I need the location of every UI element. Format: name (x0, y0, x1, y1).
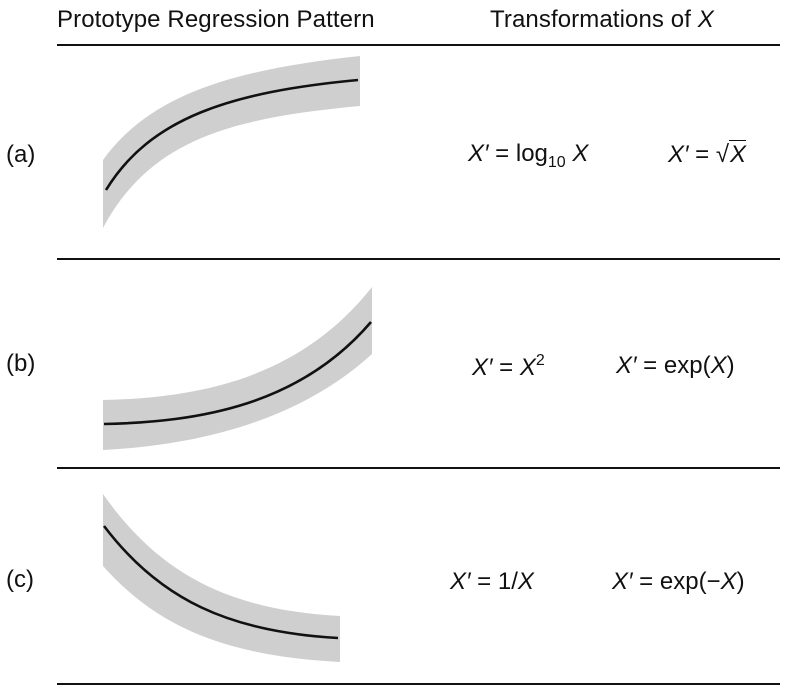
eq-b1-lhs: X′ (472, 354, 493, 381)
eq-a1-lhs: X′ (468, 140, 489, 167)
eq-c2-op: = exp(− (632, 568, 721, 595)
eq-b1-sup: 2 (535, 352, 545, 369)
eq-b2-var: X (710, 352, 727, 379)
eq-c1-op: = 1/ (470, 568, 518, 595)
eq-c2-close: ) (736, 568, 745, 595)
equation-c-exp-neg: X′ = exp(−X) (612, 568, 745, 596)
band-b (103, 287, 372, 450)
line-b (103, 321, 372, 426)
band-c (103, 494, 340, 662)
eq-b1-var: X (519, 354, 536, 381)
row-label-a: (a) (6, 141, 36, 168)
equation-b-square: X′ = X2 (472, 352, 545, 382)
eq-b2-lhs: X′ (616, 352, 637, 379)
eq-a2-lhs: X′ (668, 141, 689, 168)
line-c (102, 525, 339, 640)
row-label-c: (c) (6, 566, 34, 593)
column-header-transformations: Transformations of X (490, 6, 714, 34)
equation-a-sqrt: X′ = √X (668, 140, 747, 169)
line-a (104, 78, 359, 191)
equation-c-reciprocal: X′ = 1/X (450, 568, 534, 596)
header-variable: X (697, 6, 714, 33)
column-header-pattern: Prototype Regression Pattern (57, 6, 375, 33)
equation-a-log: X′ = log10 X (468, 140, 588, 172)
header-text: Transformations of (490, 6, 698, 33)
top-rule (57, 44, 780, 46)
eq-c2-lhs: X′ (612, 568, 633, 595)
band-a (103, 56, 360, 228)
eq-c1-lhs: X′ (450, 568, 471, 595)
equation-b-exp: X′ = exp(X) (616, 352, 735, 380)
eq-a1-arg: X (565, 140, 589, 167)
row-label-b: (b) (6, 350, 36, 377)
eq-b1-op: = (492, 354, 520, 381)
row-divider-a-b (57, 258, 780, 260)
eq-a2-radicand: X (729, 140, 747, 169)
eq-a2-op: = √ (688, 141, 730, 168)
bottom-rule (57, 683, 780, 685)
eq-b2-op: = exp( (636, 352, 711, 379)
eq-c2-var: X (720, 568, 737, 595)
eq-a1-sub: 10 (547, 154, 566, 171)
eq-c1-var: X (517, 568, 534, 595)
row-divider-b-c (57, 467, 780, 469)
eq-a2-arg: X (729, 140, 747, 168)
eq-b2-close: ) (726, 352, 735, 379)
eq-a1-op: = log (488, 140, 548, 167)
